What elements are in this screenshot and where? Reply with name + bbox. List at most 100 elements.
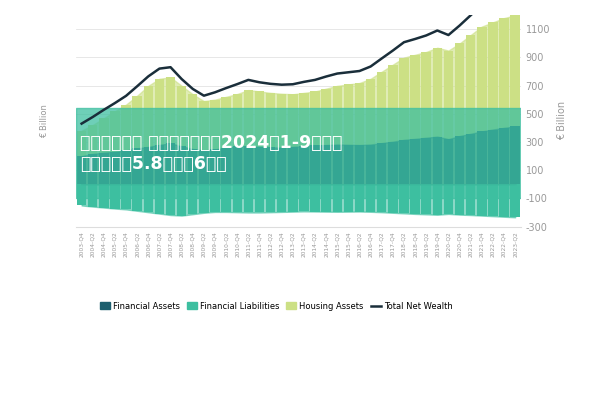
Bar bbox=[466, 184, 475, 215]
Bar bbox=[99, 184, 109, 208]
Bar bbox=[433, 48, 442, 184]
Bar bbox=[410, 184, 420, 214]
Bar bbox=[332, 184, 342, 212]
Bar bbox=[344, 84, 353, 184]
Bar bbox=[477, 131, 487, 184]
Bar bbox=[233, 94, 242, 184]
Bar bbox=[332, 86, 342, 184]
Bar bbox=[210, 184, 220, 212]
Bar bbox=[133, 148, 142, 184]
Bar bbox=[511, 126, 520, 184]
Bar bbox=[444, 139, 453, 184]
Bar bbox=[133, 96, 142, 184]
Bar bbox=[444, 184, 453, 214]
Bar bbox=[88, 154, 97, 184]
Bar bbox=[77, 156, 86, 184]
Bar bbox=[388, 65, 398, 184]
Bar bbox=[511, 15, 520, 184]
Bar bbox=[299, 93, 308, 184]
Bar bbox=[299, 184, 308, 211]
Bar bbox=[377, 72, 386, 184]
Bar bbox=[244, 90, 253, 184]
Bar bbox=[332, 144, 342, 184]
Bar bbox=[166, 184, 175, 215]
Bar bbox=[210, 100, 220, 184]
Bar bbox=[76, 108, 521, 198]
Text: € Billion: € Billion bbox=[40, 104, 49, 138]
Bar bbox=[143, 184, 153, 212]
Bar bbox=[499, 128, 509, 184]
Bar bbox=[166, 77, 175, 184]
Text: 股票杠杆证券 天宜上佳：预计2024年1-9月归属
净利润亏损5.8亿元至6亿元: 股票杠杆证券 天宜上佳：预计2024年1-9月归属 净利润亏损5.8亿元至6亿元 bbox=[80, 134, 343, 173]
Bar bbox=[155, 145, 164, 184]
Bar bbox=[477, 184, 487, 216]
Bar bbox=[355, 184, 364, 212]
Bar bbox=[421, 184, 431, 214]
Bar bbox=[77, 131, 86, 184]
Bar bbox=[233, 146, 242, 184]
Y-axis label: € Billion: € Billion bbox=[557, 101, 567, 140]
Bar bbox=[255, 147, 264, 184]
Bar bbox=[199, 150, 209, 184]
Bar bbox=[121, 104, 131, 184]
Bar bbox=[277, 94, 286, 184]
Bar bbox=[499, 184, 509, 217]
Bar bbox=[433, 184, 442, 215]
Bar bbox=[322, 145, 331, 184]
Bar bbox=[410, 139, 420, 184]
Bar bbox=[110, 184, 119, 208]
Bar bbox=[266, 93, 275, 184]
Bar bbox=[199, 101, 209, 184]
Bar bbox=[99, 152, 109, 184]
Bar bbox=[488, 184, 497, 216]
Bar bbox=[121, 184, 131, 209]
Bar bbox=[344, 184, 353, 212]
Bar bbox=[188, 149, 197, 184]
Bar bbox=[444, 50, 453, 184]
Bar bbox=[244, 146, 253, 184]
Bar bbox=[99, 118, 109, 184]
Bar bbox=[221, 148, 231, 184]
Bar bbox=[277, 148, 286, 184]
Bar bbox=[355, 83, 364, 184]
Bar bbox=[466, 35, 475, 184]
Bar bbox=[121, 150, 131, 184]
Bar bbox=[288, 184, 298, 212]
Bar bbox=[377, 184, 386, 212]
Bar bbox=[221, 184, 231, 212]
Bar bbox=[266, 147, 275, 184]
Bar bbox=[388, 142, 398, 184]
Bar bbox=[277, 184, 286, 212]
Bar bbox=[299, 146, 308, 184]
Bar bbox=[455, 44, 464, 184]
Bar bbox=[344, 145, 353, 184]
Bar bbox=[477, 26, 487, 184]
Bar bbox=[310, 184, 320, 212]
Bar bbox=[288, 94, 298, 184]
Bar bbox=[455, 136, 464, 184]
Bar bbox=[377, 143, 386, 184]
Bar bbox=[266, 184, 275, 212]
Bar bbox=[322, 184, 331, 212]
Bar bbox=[133, 184, 142, 211]
Bar bbox=[188, 94, 197, 184]
Bar bbox=[255, 184, 264, 212]
Bar bbox=[455, 184, 464, 215]
Legend: Financial Assets, Financial Liabilities, Housing Assets, Total Net Wealth: Financial Assets, Financial Liabilities,… bbox=[97, 298, 456, 314]
Bar bbox=[143, 147, 153, 184]
Bar bbox=[155, 184, 164, 214]
Bar bbox=[433, 137, 442, 184]
Bar bbox=[244, 184, 253, 212]
Bar bbox=[110, 111, 119, 184]
Bar bbox=[88, 184, 97, 206]
Bar bbox=[255, 92, 264, 184]
Bar bbox=[399, 58, 409, 184]
Bar bbox=[166, 143, 175, 184]
Bar bbox=[388, 184, 398, 213]
Bar bbox=[421, 138, 431, 184]
Bar bbox=[177, 146, 187, 184]
Bar bbox=[188, 184, 197, 214]
Bar bbox=[177, 86, 187, 184]
Bar bbox=[310, 146, 320, 184]
Bar bbox=[233, 184, 242, 212]
